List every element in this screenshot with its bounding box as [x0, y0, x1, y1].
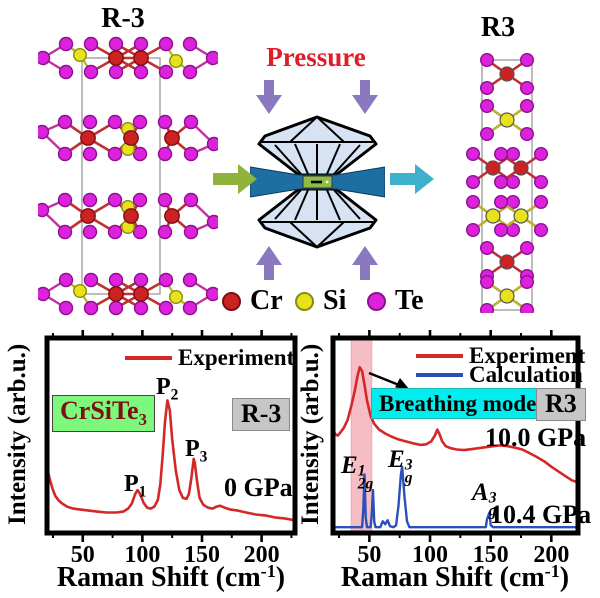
phase-box-r-minus-3: R-3 [232, 398, 291, 431]
raman-spectrum-plot-right: 50 100 150 200 [330, 330, 581, 568]
peak-label-p1: P1 [124, 471, 147, 501]
breathing-mode-box: Breathing mode [371, 388, 545, 420]
unit-cell-outline [81, 57, 161, 295]
r-minus-3-structure-title: R-3 [101, 3, 145, 34]
si-label: Si [323, 285, 347, 316]
right-chart-y-axis-label: Intensity (arb.u.) [297, 343, 324, 526]
svg-text:150: 150 [184, 542, 220, 568]
svg-text:100: 100 [412, 542, 448, 568]
right-chart-legend-calculation: Calculation [416, 362, 583, 388]
calculation-pressure-tag: 10.4 GPa [490, 500, 592, 529]
crystal-structure-r-minus-3 [38, 36, 218, 316]
legend-item-si: Si [295, 285, 346, 317]
breathing-mode-arrow-icon [368, 371, 409, 389]
pressure-arrow-down-icon [352, 80, 378, 114]
pressure-arrow-up-icon [256, 246, 282, 280]
bottom-diamond-anvil [257, 187, 378, 249]
svg-text:50: 50 [357, 542, 381, 568]
left-chart-legend: Experiment [125, 345, 294, 371]
ruby-dot [325, 180, 329, 184]
left-chart-y-axis-label: Intensity (arb.u.) [4, 343, 31, 526]
crystal-structure-r3 [465, 52, 549, 313]
legend-item-te: Te [367, 285, 424, 317]
experiment-legend-line [416, 354, 463, 358]
pressure-arrow-down-icon [256, 80, 282, 114]
pressure-label: Pressure [266, 42, 366, 72]
si-atom-icon [295, 291, 314, 311]
left-chart-pressure-tag: 0 GPa [224, 473, 293, 502]
peak-label-p2: P2 [156, 374, 179, 404]
right-chart-x-axis-label: Raman Shift (cm-1) [340, 561, 570, 594]
experiment-legend-label: Experiment [469, 343, 586, 368]
calculation-legend-line [416, 373, 463, 377]
mode-label-e2g1: E 1 2g [341, 452, 374, 493]
te-label: Te [395, 285, 424, 316]
unit-cell-outline [481, 59, 533, 311]
svg-text:100: 100 [124, 542, 160, 568]
svg-text:200: 200 [533, 542, 569, 568]
top-diamond-anvil [257, 115, 378, 177]
cr-atom-icon [222, 291, 241, 311]
legend-item-cr: Cr [222, 285, 283, 317]
svg-text:150: 150 [473, 542, 509, 568]
cr-label: Cr [250, 285, 283, 316]
pressure-arrow-up-icon [352, 246, 378, 280]
experiment-pressure-tag: 10.0 GPa [485, 423, 587, 452]
calculation-legend-label: Calculation [469, 362, 583, 387]
green-right-arrow-icon [213, 164, 257, 194]
experiment-legend-line [125, 356, 172, 360]
right-chart-legend-experiment: Experiment [416, 343, 585, 369]
svg-text:200: 200 [244, 542, 280, 568]
phase-box-r3: R3 [536, 388, 586, 421]
svg-text:50: 50 [71, 542, 95, 568]
sample-name-box: CrSiTe3 [52, 395, 155, 432]
cyan-right-arrow-icon [390, 164, 434, 194]
r3-structure-title: R3 [480, 12, 516, 43]
left-chart-x-axis-label: Raman Shift (cm-1) [56, 561, 286, 594]
diamond-anvil-cell [250, 115, 385, 249]
experiment-legend-label: Experiment [178, 345, 295, 370]
peak-label-p3: P3 [185, 436, 208, 466]
te-atom-icon [367, 291, 386, 311]
raman-spectrum-plot-left: 50 100 150 200 [44, 330, 298, 568]
